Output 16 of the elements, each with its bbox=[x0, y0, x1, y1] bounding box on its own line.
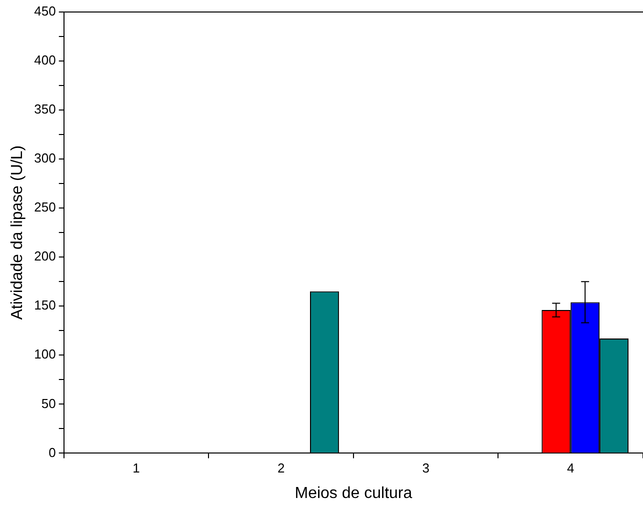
y-tick-label: 0 bbox=[48, 444, 56, 460]
x-axis-title: Meios de cultura bbox=[294, 484, 412, 502]
y-tick-label: 150 bbox=[34, 298, 56, 313]
y-tick-label: 400 bbox=[34, 52, 56, 68]
y-tick-label: 50 bbox=[41, 396, 56, 411]
y-axis-title: Atividade da lipase (U/L) bbox=[9, 145, 26, 320]
x-tick-label: 3 bbox=[422, 460, 430, 476]
x-tick-label: 2 bbox=[277, 460, 285, 476]
y-tick-label: 300 bbox=[34, 150, 56, 166]
y-tick-label: 100 bbox=[34, 346, 56, 362]
y-tick-label: 450 bbox=[34, 4, 56, 19]
y-tick-label: 250 bbox=[34, 200, 56, 215]
y-tick-label: 200 bbox=[34, 248, 56, 264]
y-tick-label: 350 bbox=[34, 102, 56, 117]
x-tick-label: 4 bbox=[566, 460, 574, 476]
x-tick-label: 1 bbox=[132, 460, 140, 476]
